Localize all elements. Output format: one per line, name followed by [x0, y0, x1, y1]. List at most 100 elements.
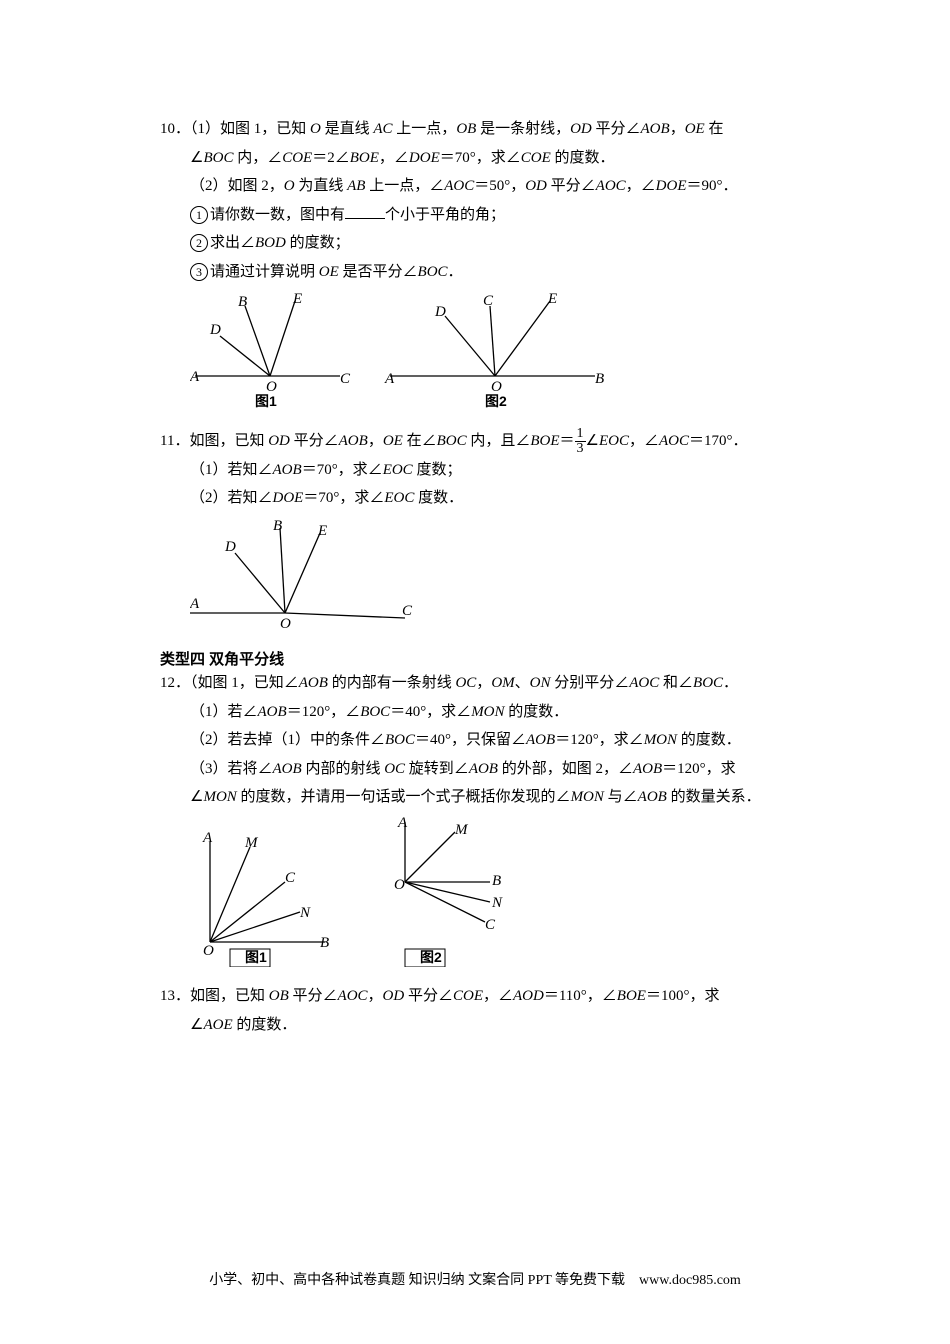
text: 13．如图，已知 — [160, 988, 269, 1004]
text: 与∠ — [604, 789, 638, 805]
text: 上一点，∠ — [365, 178, 444, 194]
text: （2）如图 2， — [190, 178, 284, 194]
text: （2）若去掉（1）中的条件∠ — [190, 732, 385, 748]
text: 求出∠ — [210, 235, 255, 251]
text: 平分∠ — [547, 178, 596, 194]
var-COE: COE — [282, 150, 312, 166]
label-C: C — [483, 293, 494, 309]
var: OC — [455, 675, 476, 691]
text: 平分∠ — [290, 433, 339, 449]
var: AOB — [299, 675, 328, 691]
var-OD: OD — [570, 121, 592, 137]
text: 度数； — [413, 462, 462, 478]
var: MON — [571, 789, 604, 805]
text: 平分∠ — [404, 988, 453, 1004]
figure-11: A C O D B E — [190, 518, 790, 644]
label-E: E — [292, 291, 302, 307]
var: AOC — [659, 433, 689, 449]
var-OE: OE — [319, 264, 339, 280]
text: 10．（1）如图 1，已知 — [160, 121, 310, 137]
label-A: A — [190, 596, 200, 612]
var: AOB — [258, 704, 287, 720]
text: ＝50°， — [474, 178, 525, 194]
label-M: M — [454, 822, 469, 838]
var: AOB — [469, 761, 498, 777]
label-C: C — [340, 371, 351, 387]
numerator: 1 — [575, 427, 586, 442]
page: 10．（1）如图 1，已知 O 是直线 AC 上一点，OB 是一条射线，OD 平… — [0, 0, 950, 1344]
text: 在 — [705, 121, 724, 137]
text: 、 — [515, 675, 530, 691]
text: 是一条射线， — [476, 121, 570, 137]
text: 是否平分∠ — [339, 264, 418, 280]
label-A: A — [397, 817, 408, 831]
p12-line1: 12．（如图 1，已知∠AOB 的内部有一条射线 OC，OM、ON 分别平分∠A… — [160, 669, 790, 698]
text: ∠ — [190, 789, 203, 805]
label-N: N — [299, 905, 311, 921]
fig2-label: 图2 — [485, 393, 507, 409]
label-O: O — [394, 877, 405, 893]
text: 是直线 — [321, 121, 374, 137]
var: BOC — [693, 675, 723, 691]
var: MON — [644, 732, 677, 748]
var: EOC — [599, 433, 629, 449]
var: BOC — [360, 704, 390, 720]
text: ＝100°，求 — [646, 988, 720, 1004]
label-N: N — [491, 895, 503, 911]
text: 旋转到∠ — [405, 761, 469, 777]
p12-part1: （1）若∠AOB＝120°，∠BOC＝40°，求∠MON 的度数． — [190, 698, 790, 727]
var-BOE: BOE — [350, 150, 379, 166]
circled-1: 1 — [190, 206, 208, 224]
text: ，∠ — [629, 433, 659, 449]
p10-sub1: 1请你数一数，图中有 个小于平角的角； — [190, 201, 790, 230]
label-B: B — [238, 294, 247, 310]
label-B: B — [492, 873, 501, 889]
label-A: A — [202, 830, 213, 846]
fig2-label: 图2 — [420, 949, 442, 965]
text: 和∠ — [659, 675, 693, 691]
text: ＝2∠ — [312, 150, 350, 166]
text: 内部的射线 — [302, 761, 385, 777]
label-D: D — [224, 539, 236, 555]
var: BOC — [385, 732, 415, 748]
text: 分别平分∠ — [551, 675, 630, 691]
var-O: O — [310, 121, 321, 137]
p10-sub3: 3请通过计算说明 OE 是否平分∠BOC． — [190, 258, 790, 287]
var: AOB — [339, 433, 368, 449]
var-AC: AC — [373, 121, 392, 137]
var: MON — [203, 789, 236, 805]
text: ，∠ — [483, 988, 513, 1004]
text: ＝70°，求∠ — [440, 150, 521, 166]
var: AOE — [203, 1017, 232, 1033]
label-D: D — [209, 322, 221, 338]
var-COE: COE — [521, 150, 551, 166]
p10-sub2: 2求出∠BOD 的度数； — [190, 229, 790, 258]
label-E: E — [317, 523, 327, 539]
figure-10-svg: A C O D B E 图1 A B O D — [190, 291, 610, 411]
var: AOB — [273, 761, 302, 777]
var-BOC: BOC — [418, 264, 448, 280]
problem-11: 11．如图，已知 OD 平分∠AOB，OE 在∠BOC 内，且∠BOE＝13∠E… — [160, 427, 790, 644]
text: （3）若将∠ — [190, 761, 273, 777]
var-BOC: BOC — [203, 150, 233, 166]
text: 请你数一数，图中有 — [210, 207, 345, 223]
text: 平分∠ — [592, 121, 641, 137]
text: ＝40°，只保留∠ — [415, 732, 526, 748]
var: AOC — [629, 675, 659, 691]
fig1-label: 图1 — [245, 949, 267, 965]
var: ON — [530, 675, 551, 691]
text: ＝40°，求∠ — [390, 704, 471, 720]
label-E: E — [547, 291, 557, 307]
label-O: O — [280, 616, 291, 632]
text: ，∠ — [379, 150, 409, 166]
label-C: C — [285, 870, 296, 886]
var-BOD: BOD — [255, 235, 286, 251]
text: 12．（如图 1，已知∠ — [160, 675, 299, 691]
text: ． — [723, 675, 738, 691]
label-A: A — [384, 371, 395, 387]
var-OB: OB — [456, 121, 476, 137]
text: 个小于平角的角； — [385, 207, 505, 223]
text: ＝170°． — [689, 433, 748, 449]
fig1-label: 图1 — [255, 393, 277, 409]
var: OM — [491, 675, 514, 691]
